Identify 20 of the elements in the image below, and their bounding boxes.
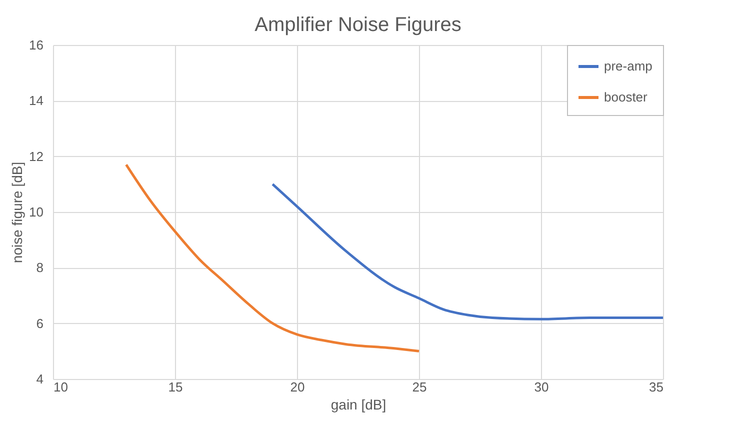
y-tick-label: 10 [29,204,44,220]
x-tick-label: 35 [649,380,664,394]
y-tick-label: 6 [36,316,44,331]
chart-title: Amplifier Noise Figures [254,14,462,36]
y-tick-label: 4 [36,372,44,386]
y-tick-label: 12 [29,148,44,164]
x-tick-label: 30 [534,380,549,394]
x-tick-label: 25 [412,380,427,394]
x-axis-title: gain [dB] [330,396,386,412]
line-series [124,163,420,352]
line-series [271,182,664,320]
x-tick-label: 20 [290,380,305,394]
x-tick-label: 15 [168,380,183,394]
y-tick-label: 16 [29,38,44,52]
y-tick-label: 14 [29,93,44,108]
y-tick-label: 8 [36,260,44,276]
legend-label: pre-amp [604,58,652,74]
y-axis-title: noise figure [dB] [9,162,26,264]
legend-label: booster [604,90,648,104]
x-tick-label: 10 [54,380,68,394]
